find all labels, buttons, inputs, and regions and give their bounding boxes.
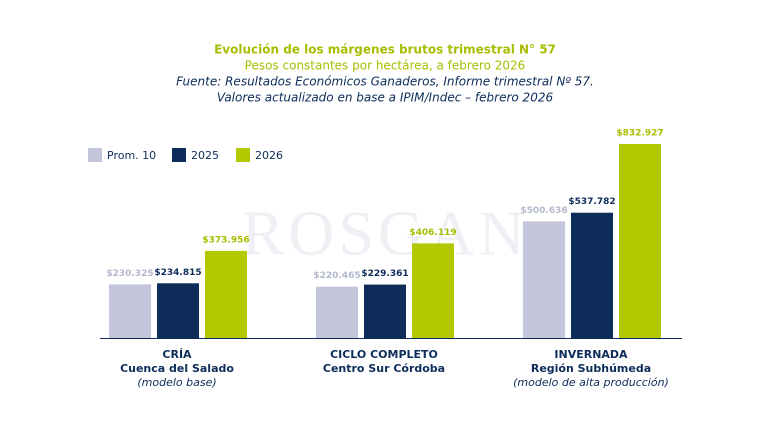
bar bbox=[571, 212, 613, 338]
bar bbox=[316, 286, 358, 338]
category-region: Centro Sur Córdoba bbox=[323, 362, 445, 375]
legend-swatch bbox=[172, 148, 186, 162]
value-label: $406.119 bbox=[409, 228, 456, 238]
watermark: ROSGAN bbox=[241, 198, 528, 269]
category-note: (modelo de alta producción) bbox=[513, 376, 669, 389]
bar bbox=[412, 243, 454, 338]
bar bbox=[205, 250, 247, 338]
category-label: CRÍA bbox=[162, 348, 192, 361]
category-note: (modelo base) bbox=[137, 376, 216, 389]
legend-label: Prom. 10 bbox=[107, 149, 156, 162]
bar bbox=[364, 284, 406, 338]
chart-note: Valores actualizado en base a IPIM/Indec… bbox=[217, 91, 554, 105]
legend-label: 2026 bbox=[255, 149, 283, 162]
bar bbox=[619, 143, 661, 338]
value-label: $229.361 bbox=[361, 269, 408, 279]
chart-subtitle: Pesos constantes por hectárea, a febrero… bbox=[245, 59, 526, 73]
legend-label: 2025 bbox=[191, 149, 219, 162]
value-label: $832.927 bbox=[616, 128, 663, 138]
legend-swatch bbox=[236, 148, 250, 162]
value-label: $500.636 bbox=[520, 206, 567, 216]
value-label: $220.465 bbox=[313, 271, 360, 281]
chart-source: Fuente: Resultados Económicos Ganaderos,… bbox=[176, 75, 594, 89]
category-region: Cuenca del Salado bbox=[120, 362, 234, 375]
bar bbox=[157, 283, 199, 338]
value-label: $373.956 bbox=[202, 235, 249, 245]
bar bbox=[109, 284, 151, 338]
value-label: $234.815 bbox=[154, 268, 201, 278]
value-label: $230.325 bbox=[106, 269, 153, 279]
bar bbox=[523, 221, 565, 338]
category-label: CICLO COMPLETO bbox=[330, 348, 438, 361]
value-label: $537.782 bbox=[568, 197, 615, 207]
chart-title: Evolución de los márgenes brutos trimest… bbox=[214, 43, 556, 57]
category-region: Región Subhúmeda bbox=[531, 362, 651, 375]
legend-swatch bbox=[88, 148, 102, 162]
category-label: INVERNADA bbox=[554, 348, 628, 361]
